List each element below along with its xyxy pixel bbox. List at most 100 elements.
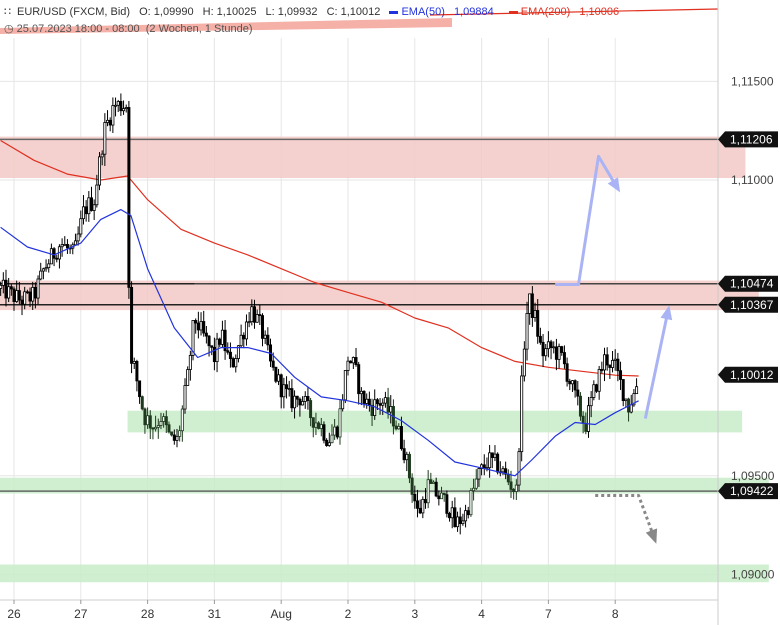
candle-73 xyxy=(194,318,198,334)
arrow-up-0 xyxy=(555,154,620,286)
candle-body-231 xyxy=(616,358,620,372)
candle-body-206 xyxy=(549,341,553,348)
candle-body-162 xyxy=(432,481,436,484)
candle-body-30 xyxy=(79,218,83,235)
candle-body-201 xyxy=(536,310,540,337)
candle-88 xyxy=(234,354,238,373)
candle-196 xyxy=(522,341,526,382)
candle-187 xyxy=(498,461,502,477)
candle-66 xyxy=(175,428,179,448)
candle-120 xyxy=(319,417,323,437)
candle-41 xyxy=(108,117,112,132)
candle-63 xyxy=(167,421,171,434)
candle-body-76 xyxy=(202,321,206,334)
candle-body-216 xyxy=(576,389,580,397)
candle-54 xyxy=(143,407,147,434)
candle-body-48 xyxy=(127,107,131,288)
candle-body-200 xyxy=(533,310,537,318)
candle-232 xyxy=(619,361,623,391)
candle-body-46 xyxy=(122,108,126,112)
candle-95 xyxy=(252,299,256,329)
price-label-text-4: 1,09422 xyxy=(730,484,774,498)
candle-205 xyxy=(546,331,550,358)
candle-183 xyxy=(488,444,492,478)
x-tick-label-3: 31 xyxy=(208,607,222,621)
candle-139 xyxy=(370,398,374,426)
candle-body-39 xyxy=(103,122,107,155)
y-tick-label-2: 1,09500 xyxy=(731,469,775,483)
candle-body-35 xyxy=(92,204,96,211)
candle-6 xyxy=(15,280,19,303)
candle-156 xyxy=(415,489,419,518)
candle-body-50 xyxy=(132,360,136,364)
candle-82 xyxy=(218,337,222,348)
candle-90 xyxy=(239,324,243,348)
ema200-legend[interactable]: EMA(200) 1,10006 xyxy=(508,6,625,18)
candle-body-86 xyxy=(228,351,232,359)
candle-body-106 xyxy=(282,384,286,398)
candle-80 xyxy=(212,337,216,371)
candle-51 xyxy=(135,359,139,392)
candle-body-145 xyxy=(386,397,390,413)
price-labels: 1,11206 1,10474 1,10367 1,10012 1,09422 xyxy=(718,131,778,500)
candle-31 xyxy=(81,195,85,225)
candle-16 xyxy=(41,267,45,280)
candle-180 xyxy=(480,463,484,476)
candle-body-236 xyxy=(629,404,633,413)
candle-body-28 xyxy=(73,240,77,246)
candle-171 xyxy=(456,511,460,532)
candle-body-136 xyxy=(362,390,366,404)
candle-body-135 xyxy=(359,390,363,395)
candle-195 xyxy=(520,365,524,462)
x-tick-label-8: 7 xyxy=(545,607,552,621)
candle-129 xyxy=(343,370,347,404)
candle-body-79 xyxy=(210,345,214,348)
candle-body-98 xyxy=(260,315,264,339)
candle-84 xyxy=(223,320,227,360)
ema50-value: 1,09884 xyxy=(453,6,494,18)
candle-body-8 xyxy=(20,299,24,305)
price-label-text-1: 1,10474 xyxy=(730,277,774,291)
candle-137 xyxy=(365,393,369,409)
candle-body-139 xyxy=(370,404,374,416)
price-label-1: 1,10474 xyxy=(718,275,778,292)
candle-142 xyxy=(378,398,382,415)
candle-body-154 xyxy=(410,477,414,495)
candle-220 xyxy=(586,396,590,438)
candle-15 xyxy=(39,262,43,281)
support-zone-4 xyxy=(0,564,769,583)
candle-body-237 xyxy=(632,393,636,406)
candle-68 xyxy=(180,405,184,442)
candle-body-40 xyxy=(106,119,110,123)
date-range: 25.07.2023 18:00 - 08:00 xyxy=(16,23,140,35)
candle-body-215 xyxy=(573,380,577,391)
candle-body-55 xyxy=(146,415,150,426)
candle-115 xyxy=(306,387,310,410)
candle-body-108 xyxy=(287,388,291,390)
candle-body-11 xyxy=(28,291,32,302)
interval-label: (2 Wochen, 1 Stunde) xyxy=(145,23,253,35)
candle-body-146 xyxy=(389,406,393,413)
candle-238 xyxy=(635,378,639,395)
candle-91 xyxy=(242,332,246,349)
candle-201 xyxy=(536,299,540,344)
candle-body-117 xyxy=(311,417,315,428)
candle-168 xyxy=(448,511,452,522)
ema50-legend[interactable]: EMA(50) 1,09884 xyxy=(389,6,499,18)
candle-127 xyxy=(338,399,342,445)
arrow-down-2 xyxy=(595,494,657,542)
price-label-3: 1,10012 xyxy=(718,366,778,383)
candle-body-208 xyxy=(554,346,558,360)
candle-body-90 xyxy=(239,334,243,347)
candle-body-210 xyxy=(560,346,564,353)
candle-body-138 xyxy=(367,398,371,406)
candle-body-77 xyxy=(204,332,208,337)
candle-170 xyxy=(453,497,457,528)
candle-body-122 xyxy=(325,439,329,446)
candle-body-167 xyxy=(445,494,449,514)
open-value: O: 1,09990 xyxy=(139,6,194,18)
candle-192 xyxy=(512,488,516,500)
candle-body-129 xyxy=(343,370,347,401)
candle-body-13 xyxy=(33,286,37,299)
